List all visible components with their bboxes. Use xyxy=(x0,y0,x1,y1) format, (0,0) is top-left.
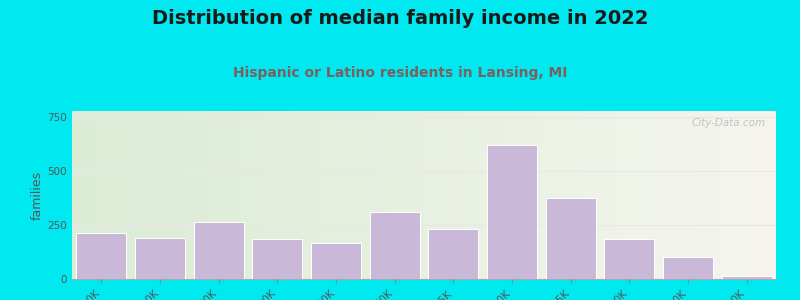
Bar xyxy=(487,146,537,279)
Bar xyxy=(370,212,419,279)
Bar xyxy=(311,244,361,279)
Bar xyxy=(135,238,185,279)
Text: City-Data.com: City-Data.com xyxy=(691,118,766,128)
Bar xyxy=(663,257,713,279)
Bar xyxy=(605,239,654,279)
Bar xyxy=(194,222,243,279)
Bar xyxy=(253,239,302,279)
Text: Distribution of median family income in 2022: Distribution of median family income in … xyxy=(152,9,648,28)
Bar xyxy=(722,276,771,279)
Bar xyxy=(77,233,126,279)
Bar xyxy=(546,198,595,279)
Y-axis label: families: families xyxy=(30,170,43,220)
Text: Hispanic or Latino residents in Lansing, MI: Hispanic or Latino residents in Lansing,… xyxy=(233,66,567,80)
Bar xyxy=(429,230,478,279)
